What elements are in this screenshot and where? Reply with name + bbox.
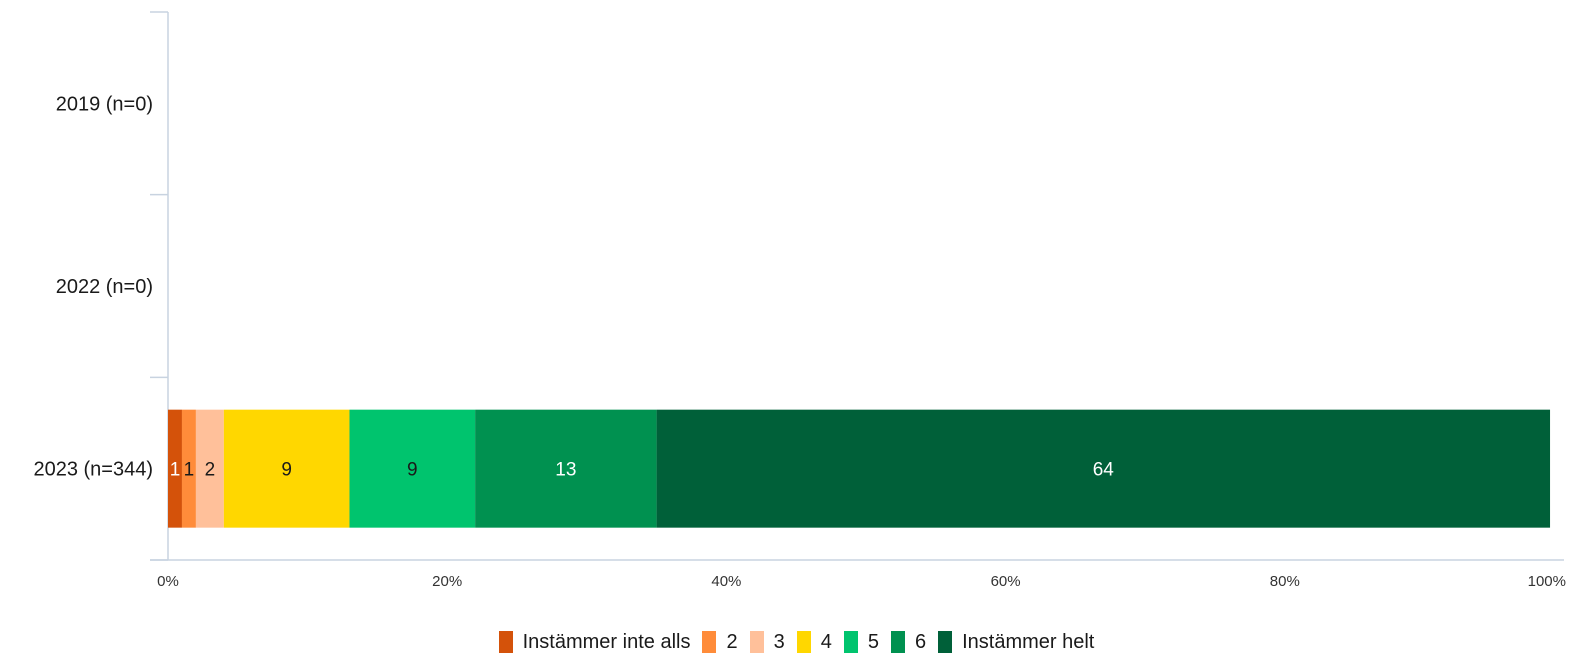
segment-value-label: 9 xyxy=(407,460,418,481)
legend-swatch xyxy=(843,631,858,653)
segment-value-label: 2 xyxy=(205,460,216,481)
bar-segment xyxy=(656,409,1551,528)
segment-value-label: 1 xyxy=(184,460,195,481)
x-tick-labels: 0% 20% 40% 60% 80% 100% xyxy=(157,573,1566,590)
legend-swatch xyxy=(749,631,764,653)
legend-swatch xyxy=(796,631,811,653)
category-label: 2019 (n=0) xyxy=(56,93,153,115)
bar-segment xyxy=(475,409,657,528)
legend-label: 4 xyxy=(820,630,832,653)
legend-label: 6 xyxy=(914,630,927,653)
segment-value-label: 9 xyxy=(281,460,292,481)
segment-value-label: 1 xyxy=(170,460,181,481)
x-tick-label: 20% xyxy=(432,573,462,590)
x-tick-label: 80% xyxy=(1270,573,1300,590)
legend-label: 2 xyxy=(726,630,738,653)
legend-label: 5 xyxy=(867,630,879,653)
bar-segment xyxy=(168,409,182,528)
legend-item: 3 xyxy=(749,630,785,654)
category-label: 2023 (n=344) xyxy=(33,459,153,481)
x-tick-label: 60% xyxy=(991,573,1021,590)
legend-item: Instämmer inte alls xyxy=(498,630,691,654)
legend-swatch xyxy=(702,631,717,653)
legend-item: 4 xyxy=(796,630,832,654)
legend-item: 6 xyxy=(890,630,927,654)
x-tick-label: 100% xyxy=(1528,573,1566,590)
category-labels: 2019 (n=0) 2022 (n=0) 2023 (n=344) xyxy=(33,93,153,480)
legend-label: 3 xyxy=(773,630,785,653)
bar-segment xyxy=(181,409,196,528)
legend-item: 2 xyxy=(702,630,738,654)
legend-label: Instämmer helt xyxy=(962,630,1095,653)
bar-segment xyxy=(223,409,350,528)
legend-swatch xyxy=(890,631,905,653)
category-label: 2022 (n=0) xyxy=(56,276,153,298)
bar-segment xyxy=(195,409,224,528)
bar-segments: 1 1 2 9 9 13 64 xyxy=(168,409,1551,528)
legend-item: 5 xyxy=(843,630,879,654)
legend-item: Instämmer helt xyxy=(938,631,1094,654)
chart-legend: Instämmer inte alls 2 3 4 5 6 Instämmer helt xyxy=(0,625,1593,659)
x-tick-label: 40% xyxy=(711,573,741,590)
bar-segment xyxy=(349,409,476,528)
segment-value-label: 13 xyxy=(555,460,576,481)
legend-swatch xyxy=(498,631,513,653)
legend-label: Instämmer inte alls xyxy=(522,630,691,653)
legend-swatch xyxy=(938,631,953,653)
segment-value-label: 64 xyxy=(1093,460,1115,481)
x-tick-label: 0% xyxy=(157,573,179,590)
